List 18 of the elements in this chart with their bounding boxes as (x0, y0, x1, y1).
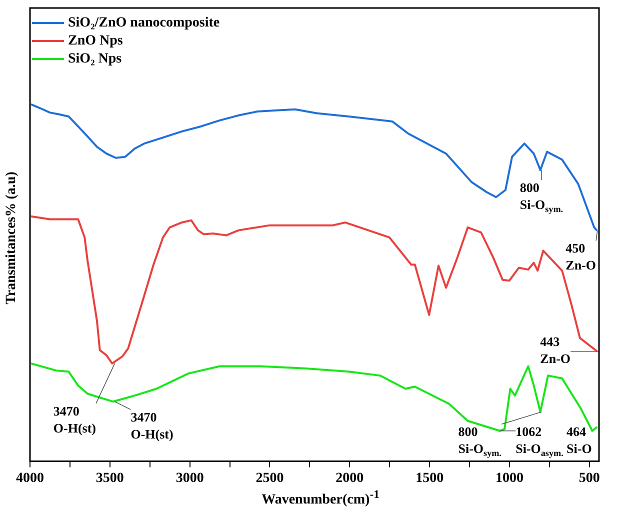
legend-label: SiO₂/ZnO nanocomposite (68, 16, 220, 31)
annotation: 3470 O-H(st) (130, 409, 174, 442)
x-tick-label: 3500 (96, 471, 124, 486)
y-axis-title: Transmitances% (a.u) (4, 170, 20, 306)
annotation: 450 Zn-O (566, 240, 596, 273)
annotation: 443 Zn-O (540, 334, 571, 366)
x-tick-label: 4000 (16, 471, 44, 486)
x-tick-label: 500 (578, 471, 600, 486)
x-tick-label: 1500 (416, 471, 444, 486)
legend-label: ZnO Nps (68, 34, 124, 49)
legend-label: SiO₂ Nps (68, 52, 122, 67)
x-tick-label: 3000 (176, 471, 204, 486)
x-axis-title: Wavenumber(cm)$^{-1}$ (260, 488, 380, 509)
x-tick-label: 1000 (495, 471, 524, 486)
annotation: 464 Si-O (566, 424, 592, 456)
annotation: 3470 O-H(st) (53, 403, 96, 436)
x-tick-label: 2000 (336, 471, 364, 486)
x-tick-label: 2500 (256, 471, 284, 486)
